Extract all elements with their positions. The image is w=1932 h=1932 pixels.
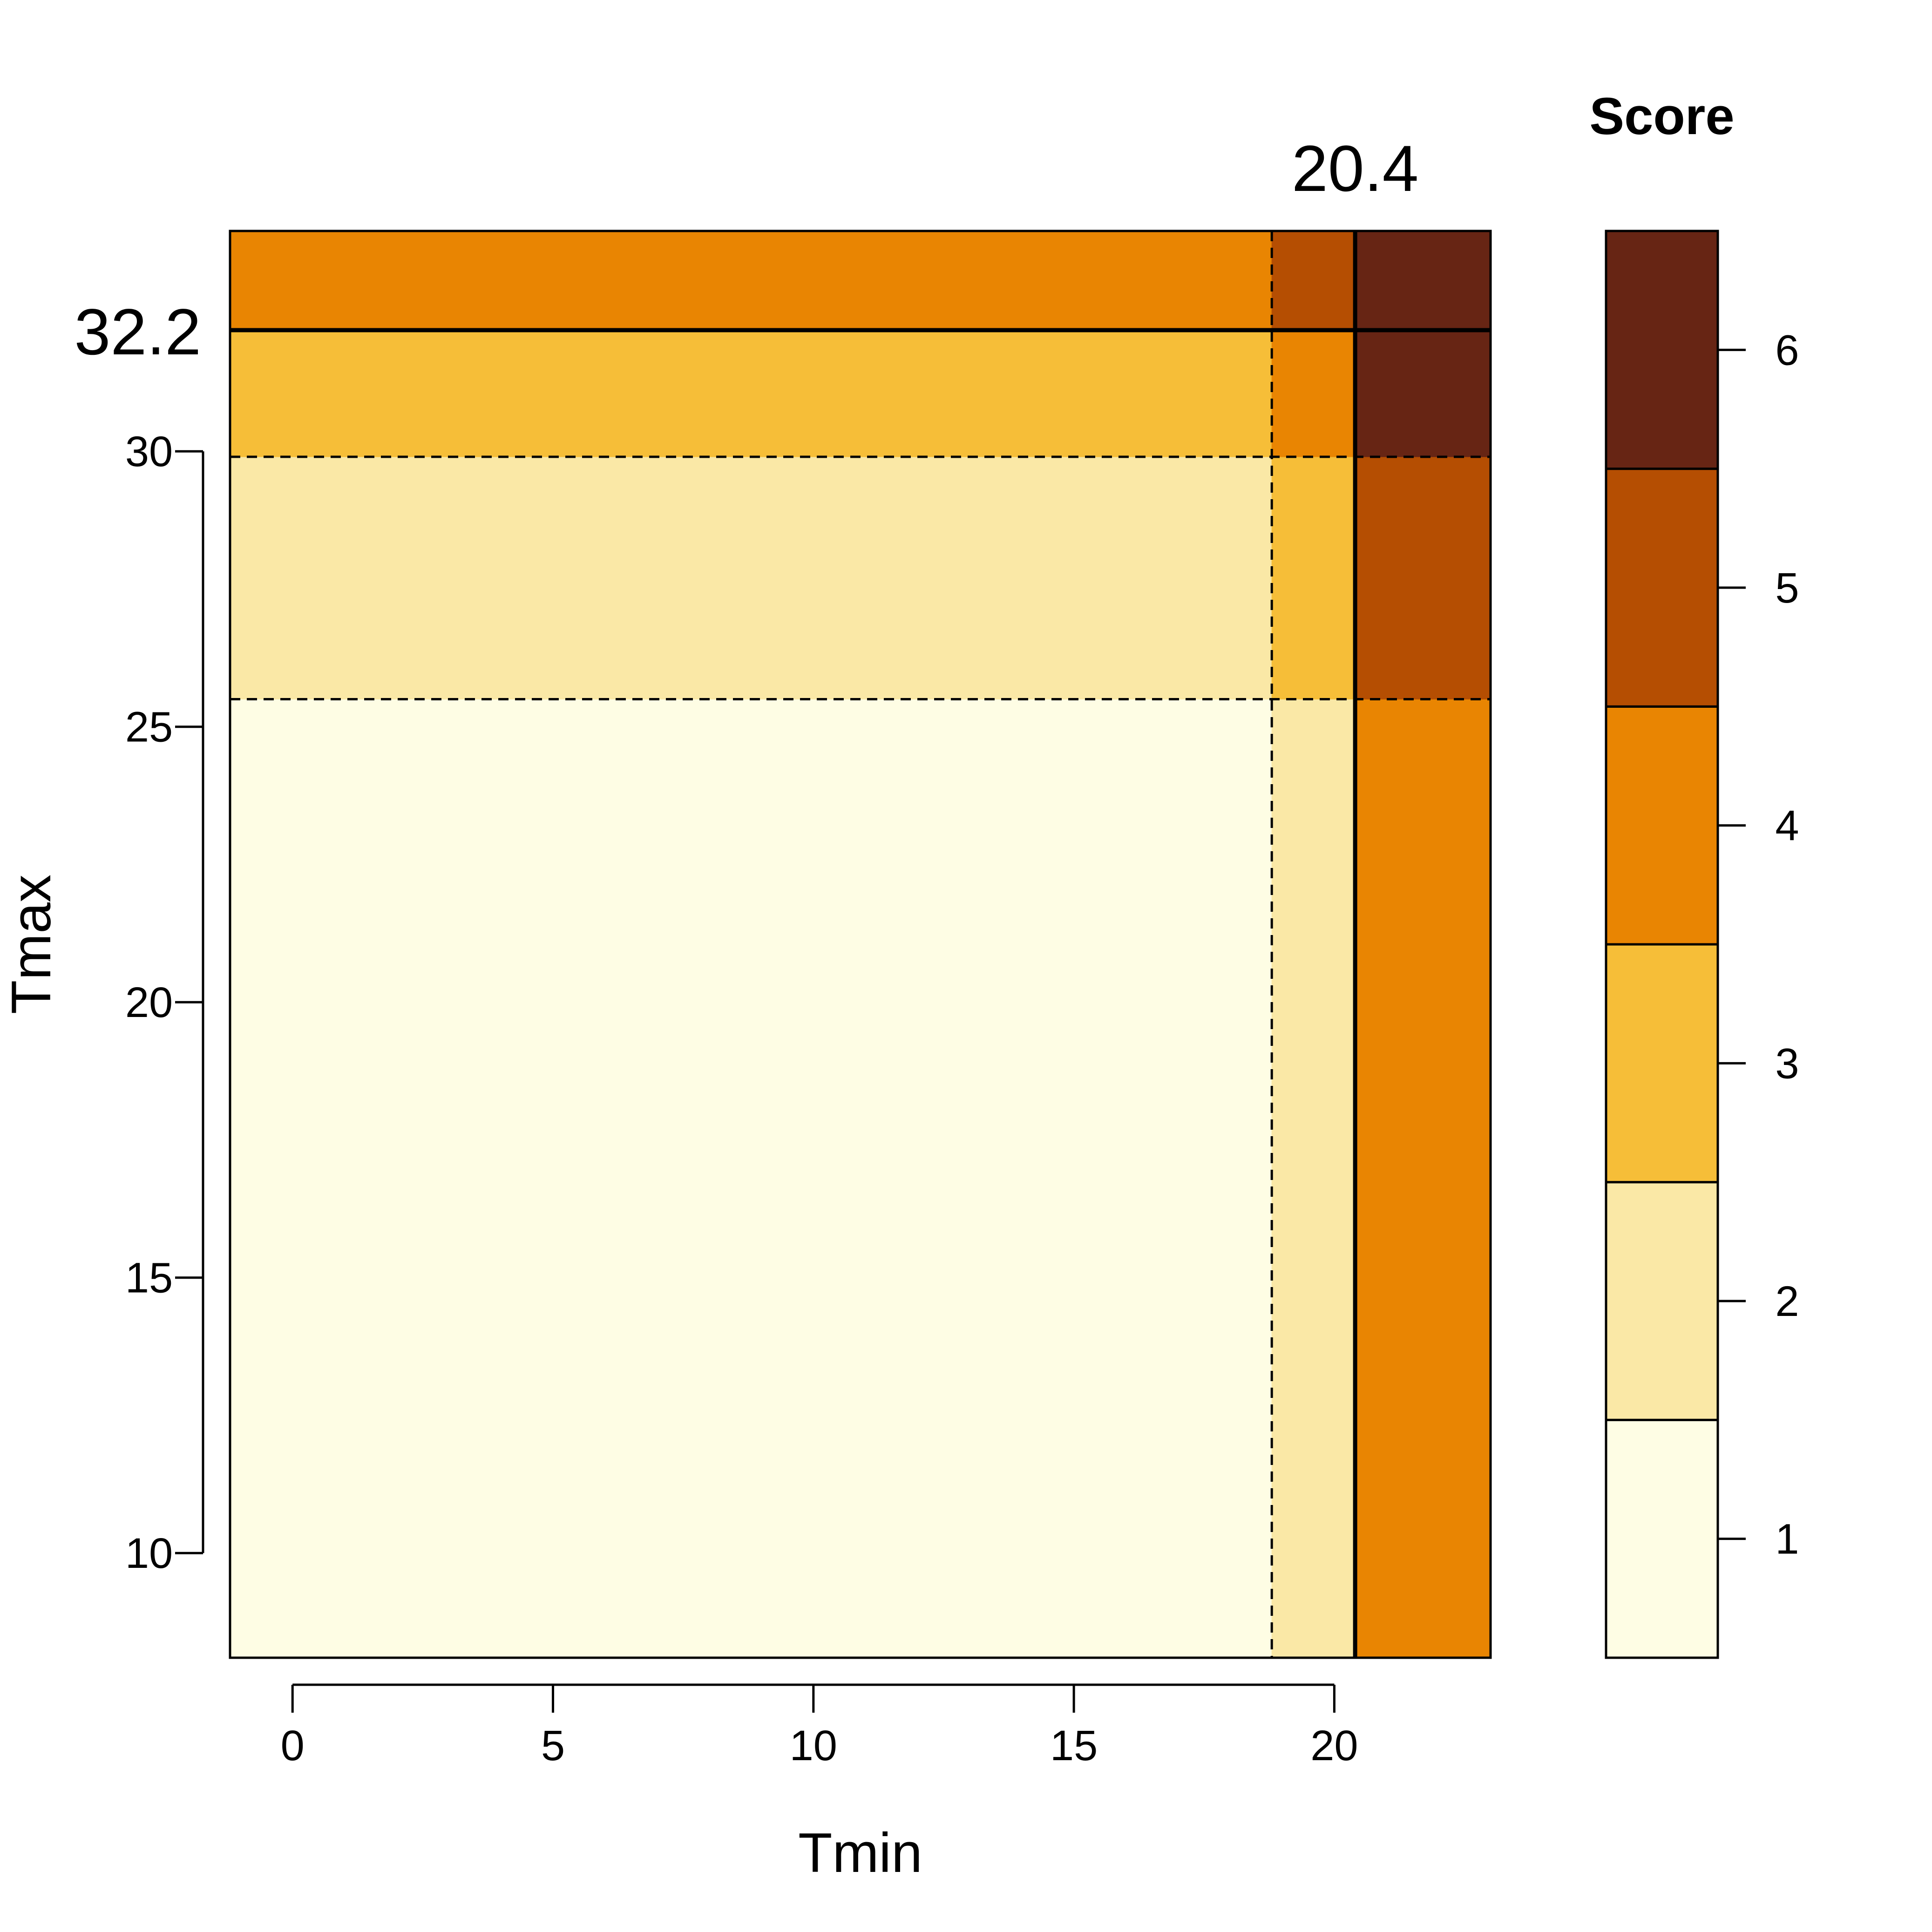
legend-swatch	[1605, 943, 1719, 1184]
tmin-threshold-label: 20.4	[1292, 132, 1418, 205]
y-tick-label: 30	[125, 428, 173, 475]
heatmap-cell	[1355, 230, 1491, 331]
y-axis-title: Tmax	[0, 874, 62, 1014]
x-axis-title: Tmin	[798, 1822, 922, 1884]
plot-cells	[230, 230, 1491, 1658]
heatmap-cell	[230, 699, 1272, 1658]
legend-tick-label: 6	[1775, 326, 1799, 374]
y-tick-label: 20	[125, 979, 173, 1026]
legend-axis: 1 2 3 4 5 6	[1718, 326, 1799, 1563]
legend-tick-label: 1	[1775, 1516, 1799, 1563]
x-tick-label: 5	[541, 1722, 565, 1769]
y-tick-label: 15	[125, 1254, 173, 1302]
plot-frame	[229, 230, 1492, 1659]
legend-swatch	[1605, 230, 1719, 470]
legend-tick-label: 5	[1775, 564, 1799, 612]
tmax-threshold-label: 32.2	[75, 295, 201, 368]
heatmap-cell	[1271, 330, 1356, 457]
heatmap-cell	[1271, 699, 1356, 1658]
threshold-lines	[230, 231, 1491, 1658]
heatmap-cell	[230, 456, 1272, 700]
heatmap-cell	[230, 330, 1272, 457]
heatmap-cell	[1355, 456, 1491, 700]
legend-title: Score	[1589, 87, 1734, 145]
x-tick-label: 15	[1050, 1722, 1098, 1769]
legend: Score 1 2 3 4 5 6	[1589, 87, 1799, 1659]
x-axis: 0 5 10 15 20	[281, 1683, 1358, 1769]
y-axis: 10 15 20 25 30	[125, 428, 204, 1577]
legend-swatch	[1605, 1181, 1719, 1421]
heatmap-cell	[1271, 456, 1356, 700]
y-tick-label: 25	[125, 704, 173, 751]
heatmap-cell	[1271, 230, 1356, 331]
x-tick-label: 10	[790, 1722, 837, 1769]
legend-tick-label: 4	[1775, 802, 1799, 850]
legend-tick-label: 2	[1775, 1278, 1799, 1325]
heatmap-cell	[1355, 699, 1491, 1658]
x-tick-label: 20	[1310, 1722, 1358, 1769]
y-tick-label: 10	[125, 1530, 173, 1577]
legend-tick-label: 3	[1775, 1040, 1799, 1087]
legend-swatches	[1605, 230, 1719, 1659]
legend-swatch	[1605, 468, 1719, 708]
x-tick-label: 0	[281, 1722, 305, 1769]
legend-swatch	[1605, 1418, 1719, 1659]
heatmap-cell	[230, 230, 1272, 331]
heatmap-cell	[1355, 330, 1491, 457]
legend-swatch	[1605, 705, 1719, 946]
